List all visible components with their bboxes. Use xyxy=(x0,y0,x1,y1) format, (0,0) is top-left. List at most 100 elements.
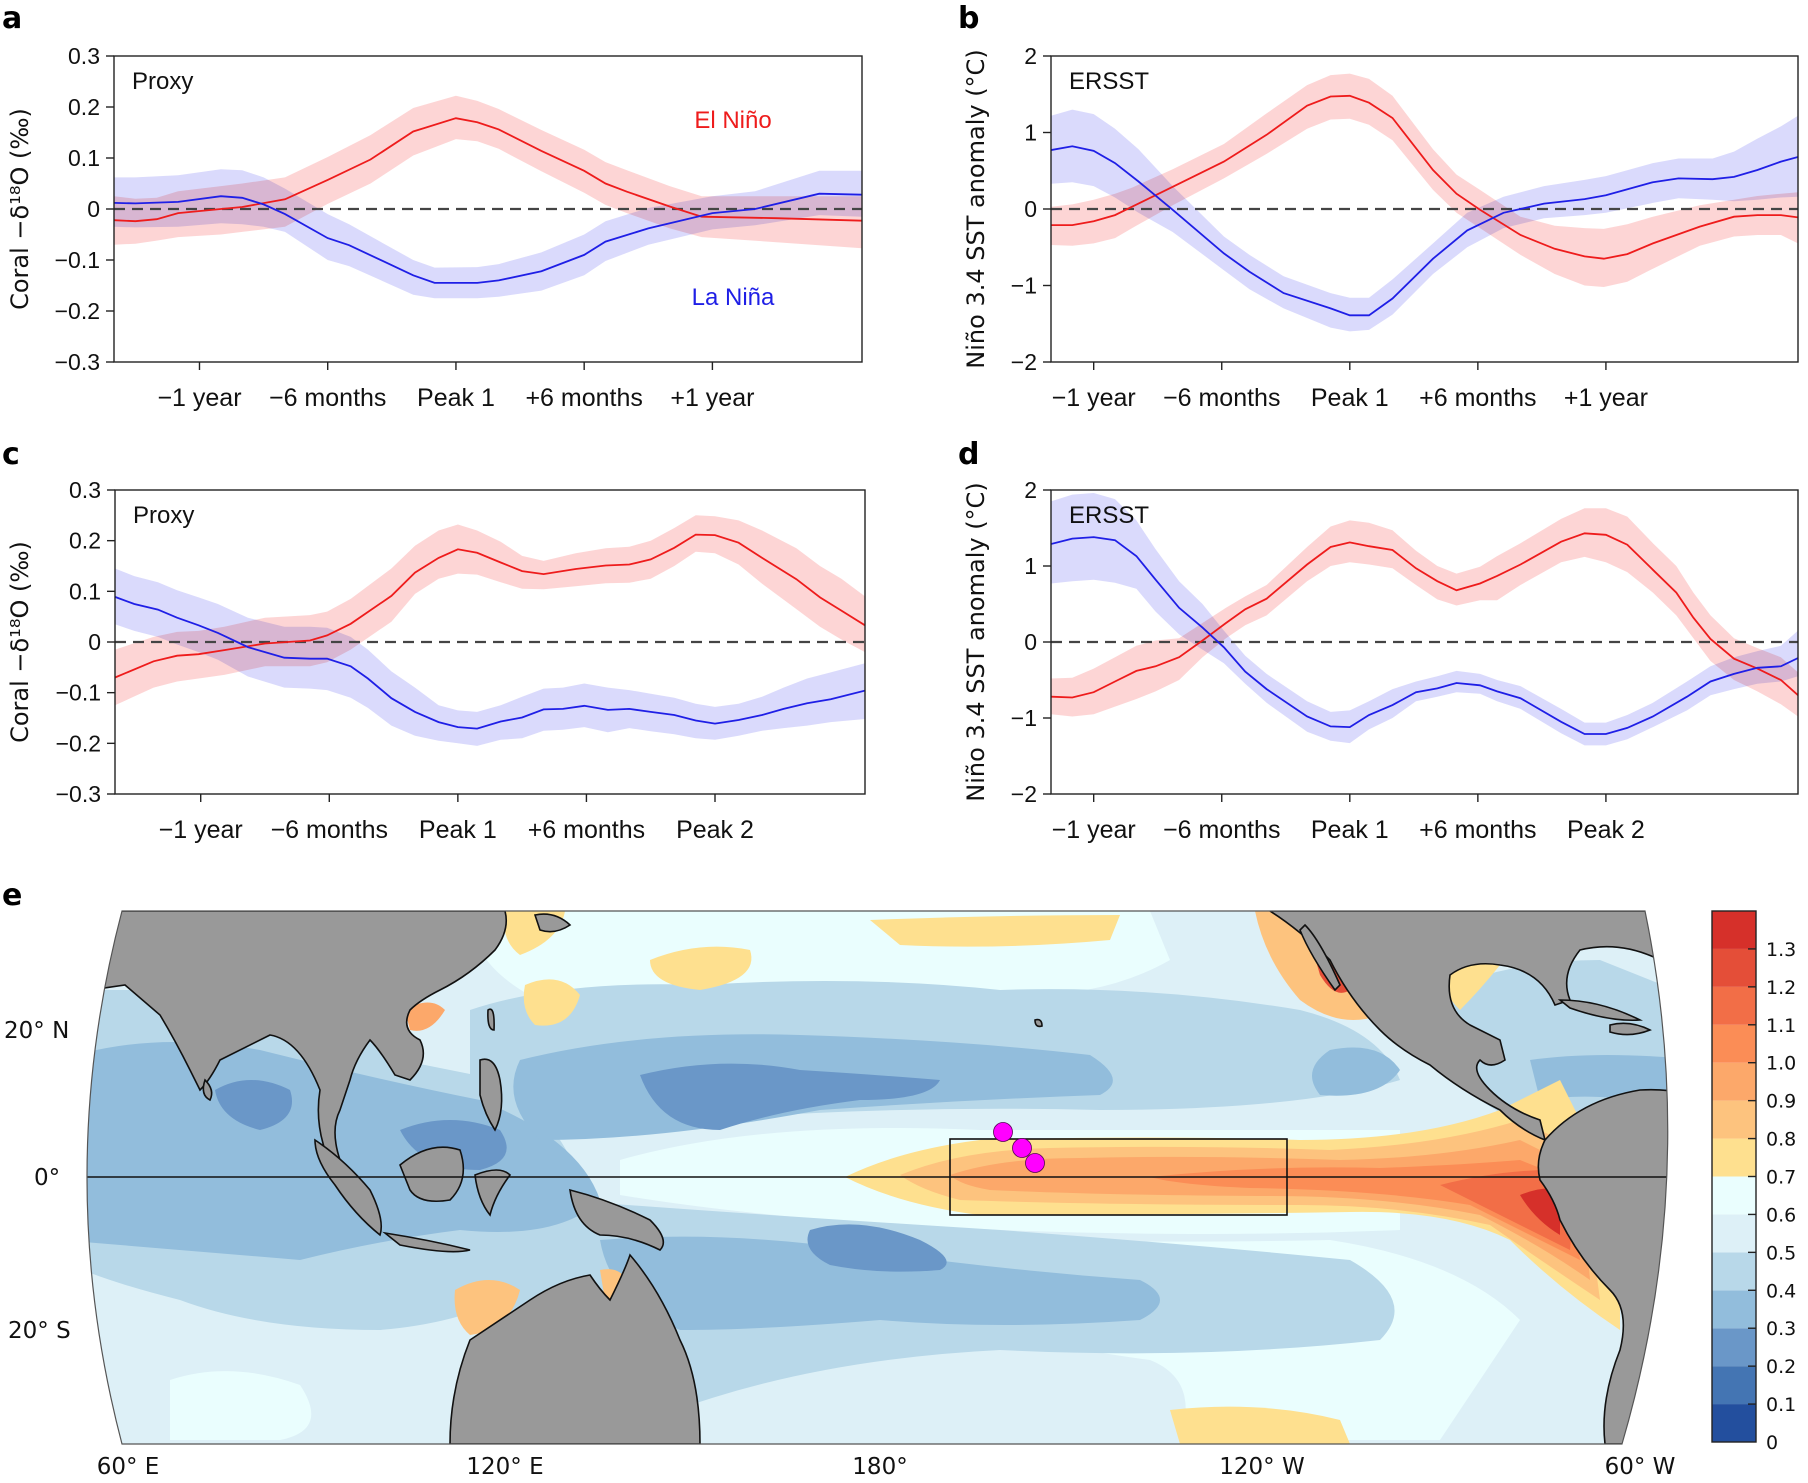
warm-patch-south-pacific xyxy=(1170,1406,1350,1444)
plot-area xyxy=(115,515,865,746)
colorbar-tick-label: 0.3 xyxy=(1766,1318,1796,1340)
y-tick-label: −0.2 xyxy=(56,730,101,756)
land-asia xyxy=(89,911,508,1162)
panel-e-map: 20° N 0° 20° S 60° E 120° E 180° 120° W … xyxy=(4,910,1796,1480)
colorbar-level-swatch xyxy=(1712,1176,1756,1215)
coral-site-marker xyxy=(1025,1153,1045,1173)
colorbar-tick-label: 0.7 xyxy=(1766,1167,1796,1189)
colorbar-tick-label: 0.5 xyxy=(1766,1242,1796,1264)
panel-c-proxy-double-peak: −0.3 −0.2 −0.1 0 0.1 0.2 0.3 −1 year −6 months Pe… xyxy=(6,477,866,844)
colorbar-tick-label: 0 xyxy=(1766,1432,1778,1454)
colorbar-level-swatch xyxy=(1712,948,1756,987)
contour-0.4-east-pacific xyxy=(1312,1047,1400,1096)
y-tick-label: −1 xyxy=(1011,273,1037,299)
panel-d-ersst-double-peak: −2 −1 0 1 2 −1 year −6 months Peak 1 +6 months Pe… xyxy=(962,477,1799,844)
y-tick-label: 1 xyxy=(1024,553,1037,579)
panel-letter-c: c xyxy=(2,437,20,472)
y-axis-label: Niño 3.4 SST anomaly (°C) xyxy=(962,49,990,368)
nino34-region-box xyxy=(949,1138,1288,1216)
coral-site-marker xyxy=(1012,1138,1032,1158)
x-tick-label: Peak 2 xyxy=(676,816,754,844)
colorbar-level-swatch xyxy=(1712,1328,1756,1367)
colorbar-tick-label: 0.8 xyxy=(1766,1129,1796,1151)
land xyxy=(89,911,1668,1444)
colorbar-level-swatch xyxy=(1712,1100,1756,1139)
y-tick-label: 0 xyxy=(1024,196,1037,222)
land-australia xyxy=(449,1253,701,1444)
land-hawaii xyxy=(1034,1018,1043,1028)
y-tick-label: −0.3 xyxy=(55,349,100,375)
x-tick-label: Peak 1 xyxy=(1311,384,1389,412)
colorbar-tick-label: 0.2 xyxy=(1766,1356,1796,1378)
x-tick-label: −6 months xyxy=(271,816,388,844)
y-tick-label: 0 xyxy=(1024,629,1037,655)
el-nino-mean-line xyxy=(1051,94,1798,260)
x-tick-label: −6 months xyxy=(1163,384,1280,412)
y-axis-label: Coral −δ¹⁸O (‰) xyxy=(6,108,34,310)
la-nina-mean-line xyxy=(114,192,862,284)
panel-a-proxy-single-peak: −0.3 −0.2 −0.1 0 0.1 0.2 0.3 −1 year −6 months Pe… xyxy=(6,43,863,412)
warm-patch-north-pacific-3 xyxy=(870,915,1120,947)
warm-patch-nw-australia xyxy=(454,1280,520,1335)
land-baja xyxy=(1299,923,1341,992)
map-frame xyxy=(86,910,1669,1445)
land-india-tip xyxy=(202,1078,213,1102)
lon-label-120w: 120° W xyxy=(1219,1454,1304,1480)
lat-label-20n: 20° N xyxy=(4,1018,69,1044)
colorbar-level-swatch xyxy=(1712,1290,1756,1329)
panel-letter-e: e xyxy=(2,878,22,913)
dataset-inset-label: ERSST xyxy=(1069,502,1149,529)
el-nino-mean-line xyxy=(114,117,862,223)
x-tick-label: −1 year xyxy=(1052,384,1136,412)
warm-patch-north-pacific-1 xyxy=(650,946,752,990)
land-japan xyxy=(533,913,572,933)
plot-area xyxy=(1051,73,1798,332)
land-java xyxy=(382,1231,471,1253)
colorbar-tick-label: 0.9 xyxy=(1766,1091,1796,1113)
x-tick-label: −1 year xyxy=(159,816,243,844)
y-tick-label: 2 xyxy=(1024,43,1037,69)
map-field xyxy=(87,911,1668,1444)
el-nino-uncertainty-band xyxy=(1051,73,1798,287)
colorbar-tick-label: 1.2 xyxy=(1766,977,1796,999)
x-tick-label: Peak 1 xyxy=(1311,816,1389,844)
plot-area xyxy=(114,95,862,299)
y-tick-label: −0.1 xyxy=(55,247,100,273)
y-tick-label: −1 xyxy=(1011,705,1037,731)
colorbar-tick-label: 0.4 xyxy=(1766,1280,1796,1302)
x-tick-label: +6 months xyxy=(528,816,645,844)
lon-label-60w: 60° W xyxy=(1605,1454,1676,1480)
el-nino-series-label: El Niño xyxy=(694,107,771,134)
la-nina-uncertainty-band xyxy=(114,169,862,299)
x-tick-label: −1 year xyxy=(1052,816,1136,844)
x-tick-label: −6 months xyxy=(269,384,386,412)
coral-site-marker xyxy=(993,1122,1013,1142)
colorbar-level-swatch xyxy=(1712,911,1756,949)
el-nino-uncertainty-band xyxy=(1051,508,1798,717)
colorbar-tick-label: 1.1 xyxy=(1766,1015,1796,1037)
y-tick-label: 1 xyxy=(1024,120,1037,146)
y-tick-label: 0 xyxy=(88,629,101,655)
plot-area xyxy=(1051,493,1798,746)
panel-letter-b: b xyxy=(958,1,979,36)
colorbar: 0 0.1 0.2 0.3 0.4 0.5 0.6 0.7 0.8 0.9 1.0 1.1 1.2 1.3 xyxy=(1711,910,1796,1454)
y-tick-label: −0.3 xyxy=(56,781,101,807)
x-tick-label: +6 months xyxy=(1419,816,1536,844)
el-nino-mean-line xyxy=(1051,532,1798,699)
lon-label-180: 180° xyxy=(852,1454,907,1480)
dataset-inset-label: Proxy xyxy=(132,68,193,95)
la-nina-series-label: La Niña xyxy=(692,284,775,311)
colorbar-tick-label: 0.1 xyxy=(1766,1394,1796,1416)
la-nina-uncertainty-band xyxy=(115,568,865,746)
y-tick-label: −2 xyxy=(1011,349,1037,375)
x-tick-label: Peak 2 xyxy=(1567,816,1645,844)
la-nina-mean-line xyxy=(1051,145,1798,317)
dataset-inset-label: Proxy xyxy=(133,502,194,529)
y-tick-label: −2 xyxy=(1011,781,1037,807)
land-new-guinea xyxy=(569,1188,665,1251)
colorbar-level-swatch xyxy=(1712,1024,1756,1063)
x-tick-label: Peak 1 xyxy=(417,384,495,412)
x-tick-label: +6 months xyxy=(1419,384,1536,412)
colorbar-level-swatch xyxy=(1712,1404,1756,1442)
panel-b-ersst-single-peak: −2 −1 0 1 2 −1 year −6 months Peak 1 +6 months +1… xyxy=(962,43,1799,412)
